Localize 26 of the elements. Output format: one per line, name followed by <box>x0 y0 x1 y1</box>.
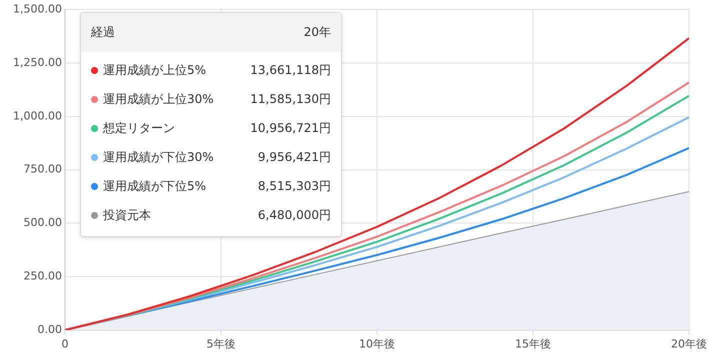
legend-label: 運用成績が上位30% <box>103 91 215 108</box>
legend-label: 運用成績が上位5% <box>103 62 208 79</box>
y-tick-label: 0.00 <box>38 322 62 336</box>
annotation: 6,480,000円 <box>258 207 331 224</box>
legend-label: 運用成績が下位30% <box>103 149 215 166</box>
y-tick-label: 1,000.00 <box>13 109 62 122</box>
annotation: 20年 <box>304 24 331 41</box>
x-tick-label: 15年後 <box>515 337 551 350</box>
annotation: 9,956,421円 <box>258 149 331 166</box>
annotation: 11,585,130円 <box>250 91 331 108</box>
y-tick-label: 1,500.00 <box>13 2 62 16</box>
annotation: 8,515,303円 <box>258 178 331 195</box>
x-tick-label: 0 <box>62 337 68 350</box>
x-tick-label: 5年後 <box>206 337 236 350</box>
annotation: 10,956,721円 <box>250 120 331 137</box>
legend-label: 想定リターン <box>103 120 176 137</box>
y-tick-label: 500.00 <box>24 216 62 230</box>
legend-label: 運用成績が下位5% <box>103 178 208 195</box>
legend-label: 投資元本 <box>103 207 152 224</box>
y-tick-label: 750.00 <box>24 162 62 176</box>
y-tick-label: 1,250.00 <box>13 56 62 69</box>
y-tick-label: 250.00 <box>24 269 62 282</box>
x-tick-label: 20年後 <box>671 337 707 350</box>
x-tick-label: 10年後 <box>359 337 395 350</box>
legend-title: 経過 <box>91 24 115 41</box>
annotation: 13,661,118円 <box>250 62 331 79</box>
